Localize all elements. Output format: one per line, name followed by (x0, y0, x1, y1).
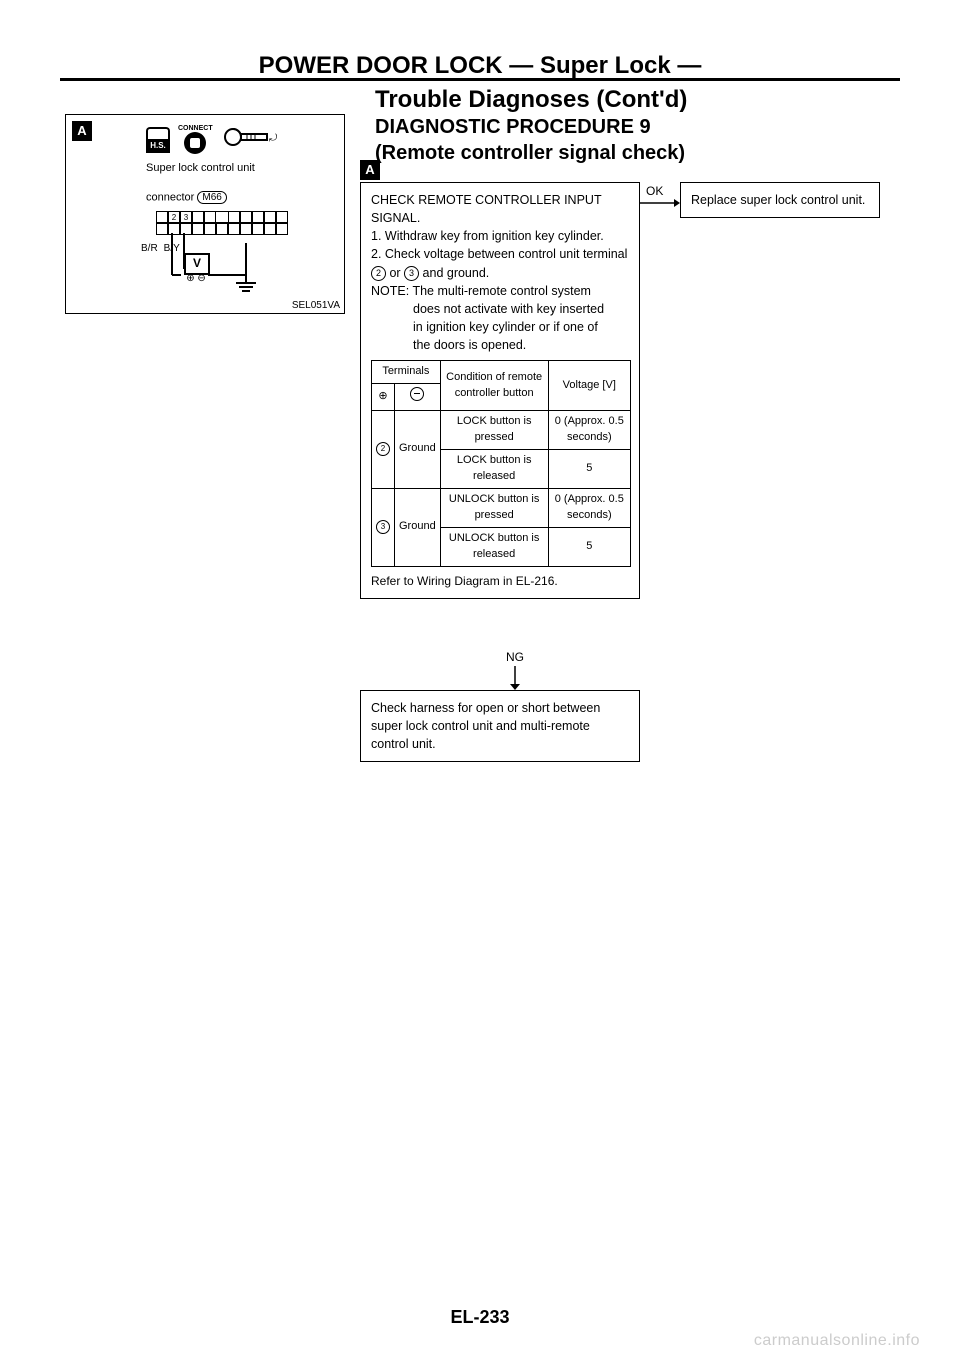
pin-2: 2 (168, 211, 180, 223)
ng-arrow: NG (490, 650, 540, 690)
pin-3: 3 (180, 211, 192, 223)
note-l1: NOTE: The multi-remote control system (371, 284, 591, 298)
diagram-badge-a: A (72, 121, 92, 141)
th-terminals: Terminals (372, 361, 441, 384)
cell-t3: 3 (372, 488, 395, 566)
note-l3: in ignition key cylinder or if one of (371, 318, 629, 336)
main-title: CHECK REMOTE CONTROLLER INPUT SIGNAL. (371, 191, 629, 227)
connector-word: connector (146, 191, 194, 203)
diagram-code: SEL051VA (292, 300, 340, 311)
wire-by: B/Y (164, 243, 180, 254)
connect-label: CONNECT (178, 125, 213, 132)
flow-main-box: CHECK REMOTE CONTROLLER INPUT SIGNAL. 1.… (360, 182, 640, 599)
cell-v0-1: 0 (Approx. 0.5 seconds) (548, 411, 630, 450)
hs-icon: H.S. (146, 127, 170, 153)
th-voltage: Voltage [V] (548, 361, 630, 411)
cell-lock-released: LOCK button is released (440, 449, 548, 488)
page-title: POWER DOOR LOCK — Super Lock — (0, 52, 960, 80)
plus-minus: ⊕ ⊖ (182, 273, 210, 284)
flow-badge-a: A (360, 160, 380, 180)
cell-lock-pressed: LOCK button is pressed (440, 411, 548, 450)
diagram-text-unit: Super lock control unit (146, 161, 255, 175)
flow-ng-box: Check harness for open or short between … (360, 690, 640, 762)
diagram-text-connector: connector M66 (146, 191, 227, 204)
cell-ground-1: Ground (395, 411, 441, 489)
th-minus (395, 384, 441, 411)
note-l2: does not activate with key inserted (371, 300, 629, 318)
cell-t2: 2 (372, 411, 395, 489)
step-2-terminal-3: 3 (404, 266, 419, 281)
ng-label: NG (490, 650, 540, 664)
flow-result-box: Replace super lock control unit. (680, 182, 880, 218)
cell-ground-2: Ground (395, 488, 441, 566)
diag-line1: DIAGNOSTIC PROCEDURE 9 (375, 116, 651, 138)
wire-labels: B/R B/Y (141, 243, 180, 254)
note-l4: the doors is opened. (371, 336, 629, 354)
cell-v5-2: 5 (548, 527, 630, 566)
cell-v0-2: 0 (Approx. 0.5 seconds) (548, 488, 630, 527)
diagram-icon-row: H.S. CONNECT ⤾ (146, 123, 277, 156)
watermark: carmanualsonline.info (754, 1332, 920, 1350)
connector-icon: CONNECT (178, 125, 213, 154)
hs-label: H.S. (146, 139, 170, 153)
step-2-terminal-2: 2 (371, 266, 386, 281)
wire-br: B/R (141, 243, 158, 254)
diagram-panel: A H.S. CONNECT ⤾ Super lock control unit… (65, 114, 345, 314)
step-2-or: or (386, 266, 404, 280)
cell-unlock-pressed: UNLOCK button is pressed (440, 488, 548, 527)
th-condition: Condition of remote controller button (440, 361, 548, 411)
pin-block: 2 3 (156, 211, 288, 235)
step-2a: Check voltage between control unit termi… (385, 247, 628, 261)
voltmeter-icon: V (184, 253, 210, 275)
ok-label: OK (646, 184, 663, 198)
connector-code: M66 (197, 191, 226, 204)
page-number: EL-233 (0, 1307, 960, 1328)
step-2b: and ground. (419, 266, 489, 280)
key-icon: ⤾ (221, 123, 277, 156)
cell-v5-1: 5 (548, 449, 630, 488)
cell-unlock-released: UNLOCK button is released (440, 527, 548, 566)
svg-text:⤾: ⤾ (269, 133, 277, 144)
heading-diagnostic: DIAGNOSTIC PROCEDURE 9 (Remote controlle… (375, 114, 685, 166)
diag-line2: (Remote controller signal check) (375, 142, 685, 164)
heading-trouble: Trouble Diagnoses (Cont'd) (375, 86, 687, 114)
step-1: Withdraw key from ignition key cylinder. (385, 229, 604, 243)
refer-text: Refer to Wiring Diagram in EL-216. (371, 573, 629, 590)
arrow-ok (640, 198, 680, 200)
th-plus: ⊕ (372, 384, 395, 411)
voltage-table: Terminals Condition of remote controller… (371, 360, 631, 566)
